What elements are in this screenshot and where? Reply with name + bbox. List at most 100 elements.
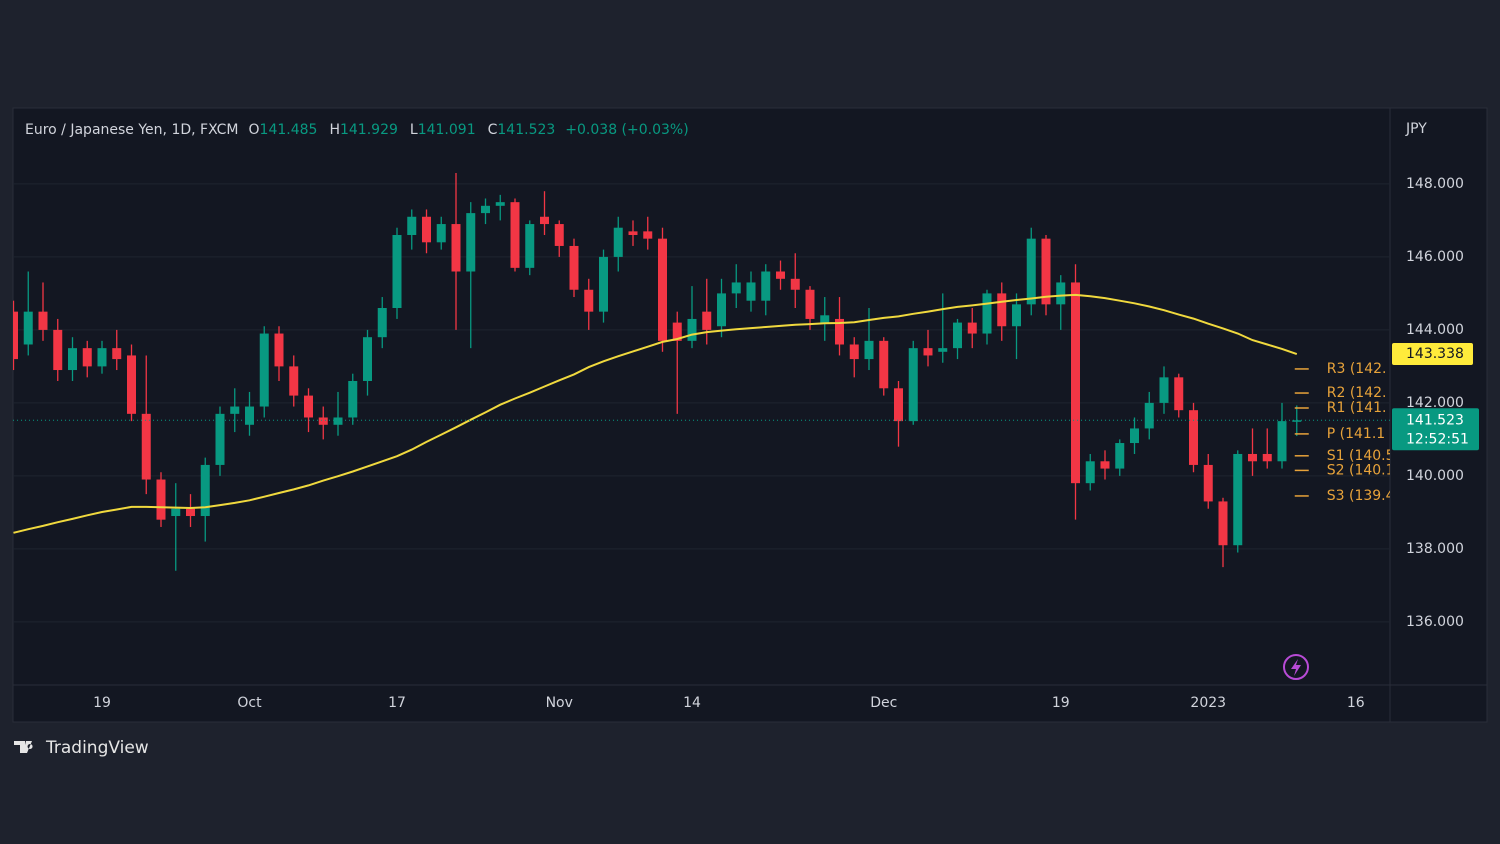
candle-body [510,202,520,268]
ma-price-label: 143.338 [1406,346,1464,362]
candle-body [761,271,771,301]
candle-body [215,413,225,465]
ohlc-value: 141.485 [260,122,318,138]
candle-body [540,216,549,225]
candle-body [569,245,579,290]
candle-body [1100,461,1110,469]
candle-body [746,282,756,301]
candle-body [1115,443,1125,469]
ohlc-key: H [329,122,340,138]
candle-body [1056,282,1066,305]
candle-body [997,293,1007,327]
candle-body [348,380,358,418]
candle-body [584,289,594,312]
candle-body [141,413,151,480]
candle-body [127,355,136,414]
y-tick-label: 146.000 [1406,249,1464,265]
currency-label: JPY [1405,121,1427,137]
pivot-label: S2 (140.1 [1327,462,1395,478]
y-tick-label: 138.000 [1406,541,1464,557]
candle-body [1071,282,1080,484]
candle-body [68,348,77,371]
candle-body [1292,420,1302,422]
candle-body [1012,304,1021,327]
x-tick-label: Oct [237,695,262,711]
change-value: +0.038 (+0.03%) [565,122,688,138]
candle-body [864,340,874,360]
brand-name: TradingView [45,738,149,758]
pivot-label: P (141.1 [1327,426,1385,442]
candle-body [436,224,446,243]
candle-body [304,395,313,418]
candle-body [776,271,785,279]
candle-body [82,348,92,367]
candle-body [230,406,240,414]
candle-body [554,224,564,246]
ohlc-key: L [410,122,418,138]
ohlc-key: C [488,122,498,138]
candle-body [1130,428,1139,444]
candle-body [1026,238,1036,305]
candle-body [156,479,166,520]
alert-icon[interactable] [1283,654,1309,680]
alert-bolt [1291,659,1301,676]
candle-body [23,311,33,345]
candle-body [1159,377,1169,403]
ma-price-tag [1392,343,1473,366]
candle-body [967,322,977,334]
candle-body [613,227,623,257]
x-tick-label: 19 [93,695,111,711]
candle-body [908,348,918,422]
candle-body [377,307,387,338]
candle-body [820,315,830,323]
candle-body [672,322,682,341]
candle-body [643,231,653,239]
candle-body [363,337,372,381]
ohlc-value: 141.929 [340,122,398,138]
candle-body [790,278,800,290]
candle-body [112,348,122,360]
chart-panel [12,107,1488,723]
candle-body [259,333,269,407]
candle-body [481,205,490,214]
x-tick-label: 16 [1347,695,1365,711]
candle-body [466,213,476,272]
pivot-label: R1 (141. [1327,400,1387,416]
ohlc-key: O [249,122,260,138]
pivot-label: S3 (139.4 [1327,488,1395,504]
x-tick-label: 2023 [1190,695,1226,711]
candle-body [658,238,667,341]
candle-body [13,311,18,360]
candle-body [982,293,992,334]
x-tick-label: 17 [388,695,406,711]
candle-body [495,202,505,206]
candle-body [731,282,741,294]
candle-body [186,508,195,517]
candle-body [717,293,726,327]
candle-body [53,329,63,371]
y-tick-label: 136.000 [1406,614,1464,630]
x-tick-label: Dec [870,695,897,711]
candle-body [171,508,181,517]
price-tag-value: 141.523 [1406,412,1464,428]
candle-body [407,216,417,236]
ohlc: O141.485 H141.929 L141.091 C141.523 +0.038 (… [249,122,689,138]
plot-area: R3 (142. R2 (142.R1 (141. P (141.1 S1 (140.… [13,172,1395,571]
candle-body [392,235,402,308]
candle-body [525,224,535,268]
candle-body [1144,402,1154,429]
candle-body [849,344,859,360]
candle-body [200,464,210,517]
pivot-label: R3 (142. [1327,361,1387,377]
candle-body [1233,453,1243,546]
ohlc-value: 141.523 [497,122,555,138]
candle-body [422,216,431,243]
symbol-title: Euro / Japanese Yen, 1D, FXCM [25,122,239,138]
price-tag [1392,408,1479,451]
ohlc-value: 141.091 [418,122,476,138]
candle-body [1085,461,1095,484]
candle-body [1174,377,1184,411]
x-tick-label: 14 [683,695,701,711]
candle-body [451,224,461,272]
price-tag-countdown: 12:52:51 [1406,431,1469,447]
